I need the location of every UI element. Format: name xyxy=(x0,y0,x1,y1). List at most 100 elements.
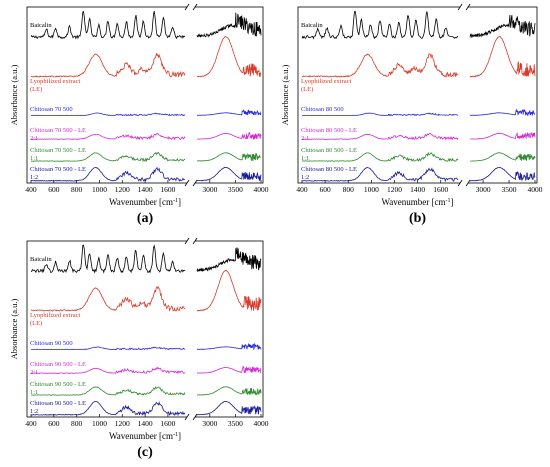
spectrum-line xyxy=(197,166,262,182)
axis-break-mark xyxy=(192,237,198,245)
panel-b: 400 600 800 1000 1200 1400 1600 3000 3500 4000 Wav… xyxy=(280,3,543,226)
series-label: Chitosan 80 500 - LE xyxy=(301,147,357,154)
series-label: Chitosan 90 500 - LE xyxy=(30,400,86,407)
series-label: Lyophilized extract xyxy=(30,312,81,319)
panel-a: 400 600 800 1000 1200 1400 1600 3000 3500 4000 Wav… xyxy=(9,3,269,226)
axis-break-mark xyxy=(457,179,463,187)
spectrum-line xyxy=(197,269,262,312)
panel-caption: (a) xyxy=(137,211,154,226)
x-tick-label: 400 xyxy=(296,185,308,194)
spectrum-line xyxy=(196,342,262,351)
x-tick-label: 1400 xyxy=(138,419,153,428)
x-tick-label: 1200 xyxy=(115,419,130,428)
axis-break-mark xyxy=(457,3,463,11)
x-tick-label: 800 xyxy=(71,185,83,194)
spectrum-line xyxy=(196,152,262,162)
series-label: Chitosan 80 500 xyxy=(301,106,344,113)
x-tick-label: 600 xyxy=(48,185,60,194)
series-label: (LE) xyxy=(30,86,42,93)
series-label: 1:2 xyxy=(301,174,309,181)
spectrum-line xyxy=(30,52,186,78)
x-tick-label: 1600 xyxy=(160,419,175,428)
series-label: Chitosan 80 500 - LE xyxy=(301,127,357,134)
x-tick-label: 4000 xyxy=(254,419,269,428)
series-label: (LE) xyxy=(301,86,313,93)
spectrum-line xyxy=(30,385,186,396)
series-label: Chitosan 90 500 - LE xyxy=(30,361,86,368)
series-label: Chitosan 90 500 xyxy=(30,340,73,347)
y-axis-label: Absorbance (a.u.) xyxy=(9,299,19,360)
y-axis-label: Absorbance (a.u.) xyxy=(280,65,290,126)
spectrum-line xyxy=(301,151,459,163)
series-label: 1:2 xyxy=(30,408,38,415)
x-axis-label: Wavenumber [cm-1] xyxy=(109,431,181,441)
spectrum-line xyxy=(31,166,186,183)
x-tick-label: 3500 xyxy=(502,185,517,194)
spectrum-line xyxy=(31,244,186,274)
x-tick-label: 400 xyxy=(25,419,37,428)
spectrum-line xyxy=(196,36,262,78)
x-tick-label: 600 xyxy=(320,185,332,194)
x-tick-label: 4000 xyxy=(528,185,543,194)
series-label: Chitosan 70 500 - LE xyxy=(30,166,86,173)
spectrum-line xyxy=(196,365,262,374)
x-tick-label: 800 xyxy=(343,185,355,194)
x-tick-label: 3500 xyxy=(228,419,243,428)
spectrum-line xyxy=(197,400,262,416)
panel-c: 400 600 800 1000 1200 1400 1600 3000 3500 4000 Wav… xyxy=(9,237,269,460)
spectrum-line xyxy=(30,112,186,117)
series-label: Chitosan 70 500 - LE xyxy=(30,127,86,134)
axis-break-mark xyxy=(465,3,471,11)
x-tick-label: 600 xyxy=(48,419,60,428)
series-label: Baicalin xyxy=(301,22,323,29)
plot-frame xyxy=(297,6,538,184)
spectrum-line xyxy=(196,109,262,116)
axis-break-mark xyxy=(184,179,190,187)
spectrum-line xyxy=(196,247,262,273)
series-label: Chitosan 80 500 - LE xyxy=(301,166,357,173)
x-tick-label: 3500 xyxy=(228,185,243,194)
panel-caption: (b) xyxy=(409,211,426,226)
spectrum-line xyxy=(30,151,186,163)
spectrum-line xyxy=(30,366,186,375)
series-label: Lyophilized extract xyxy=(30,78,81,85)
series-label: 2:1 xyxy=(301,135,309,142)
spectrum-line xyxy=(196,12,262,38)
spectrum-line xyxy=(30,285,186,312)
axis-break-mark xyxy=(192,413,198,421)
series-label: 1:1 xyxy=(30,155,38,162)
axis-break-mark xyxy=(184,3,190,11)
spectrum-line xyxy=(469,132,536,140)
x-tick-label: 1400 xyxy=(138,185,153,194)
spectrum-line xyxy=(31,346,186,351)
panel-caption: (c) xyxy=(137,445,153,460)
spectrum-line xyxy=(469,167,536,182)
spectrum-line xyxy=(470,152,536,162)
plot-frame xyxy=(26,6,264,184)
x-tick-label: 1000 xyxy=(364,185,379,194)
axis-break-mark xyxy=(192,3,198,11)
series-label: Baicalin xyxy=(30,22,52,29)
spectrum-line xyxy=(470,108,536,117)
series-label: 1:1 xyxy=(301,155,309,162)
series-label: Lyophilized extract xyxy=(301,78,352,85)
series-label: Baicalin xyxy=(30,256,52,263)
series-label: (LE) xyxy=(30,320,42,327)
series-label: Chitosan 90 500 - LE xyxy=(30,381,86,388)
spectrum-line xyxy=(301,53,459,78)
spectrum-line xyxy=(301,112,459,117)
plot-frame xyxy=(26,240,264,418)
axis-break-mark xyxy=(184,237,190,245)
x-tick-label: 1600 xyxy=(160,185,175,194)
x-tick-label: 1000 xyxy=(92,419,107,428)
x-tick-label: 3000 xyxy=(202,419,217,428)
x-tick-label: 3000 xyxy=(202,185,217,194)
series-label: Chitosan 70 500 - LE xyxy=(30,147,86,154)
x-tick-label: 800 xyxy=(71,419,83,428)
spectrum-line xyxy=(197,131,262,141)
spectrum-line xyxy=(30,10,186,40)
spectrum-line xyxy=(301,10,459,40)
x-axis-label: Wavenumber [cm-1] xyxy=(382,197,454,207)
axis-break-mark xyxy=(184,413,190,421)
